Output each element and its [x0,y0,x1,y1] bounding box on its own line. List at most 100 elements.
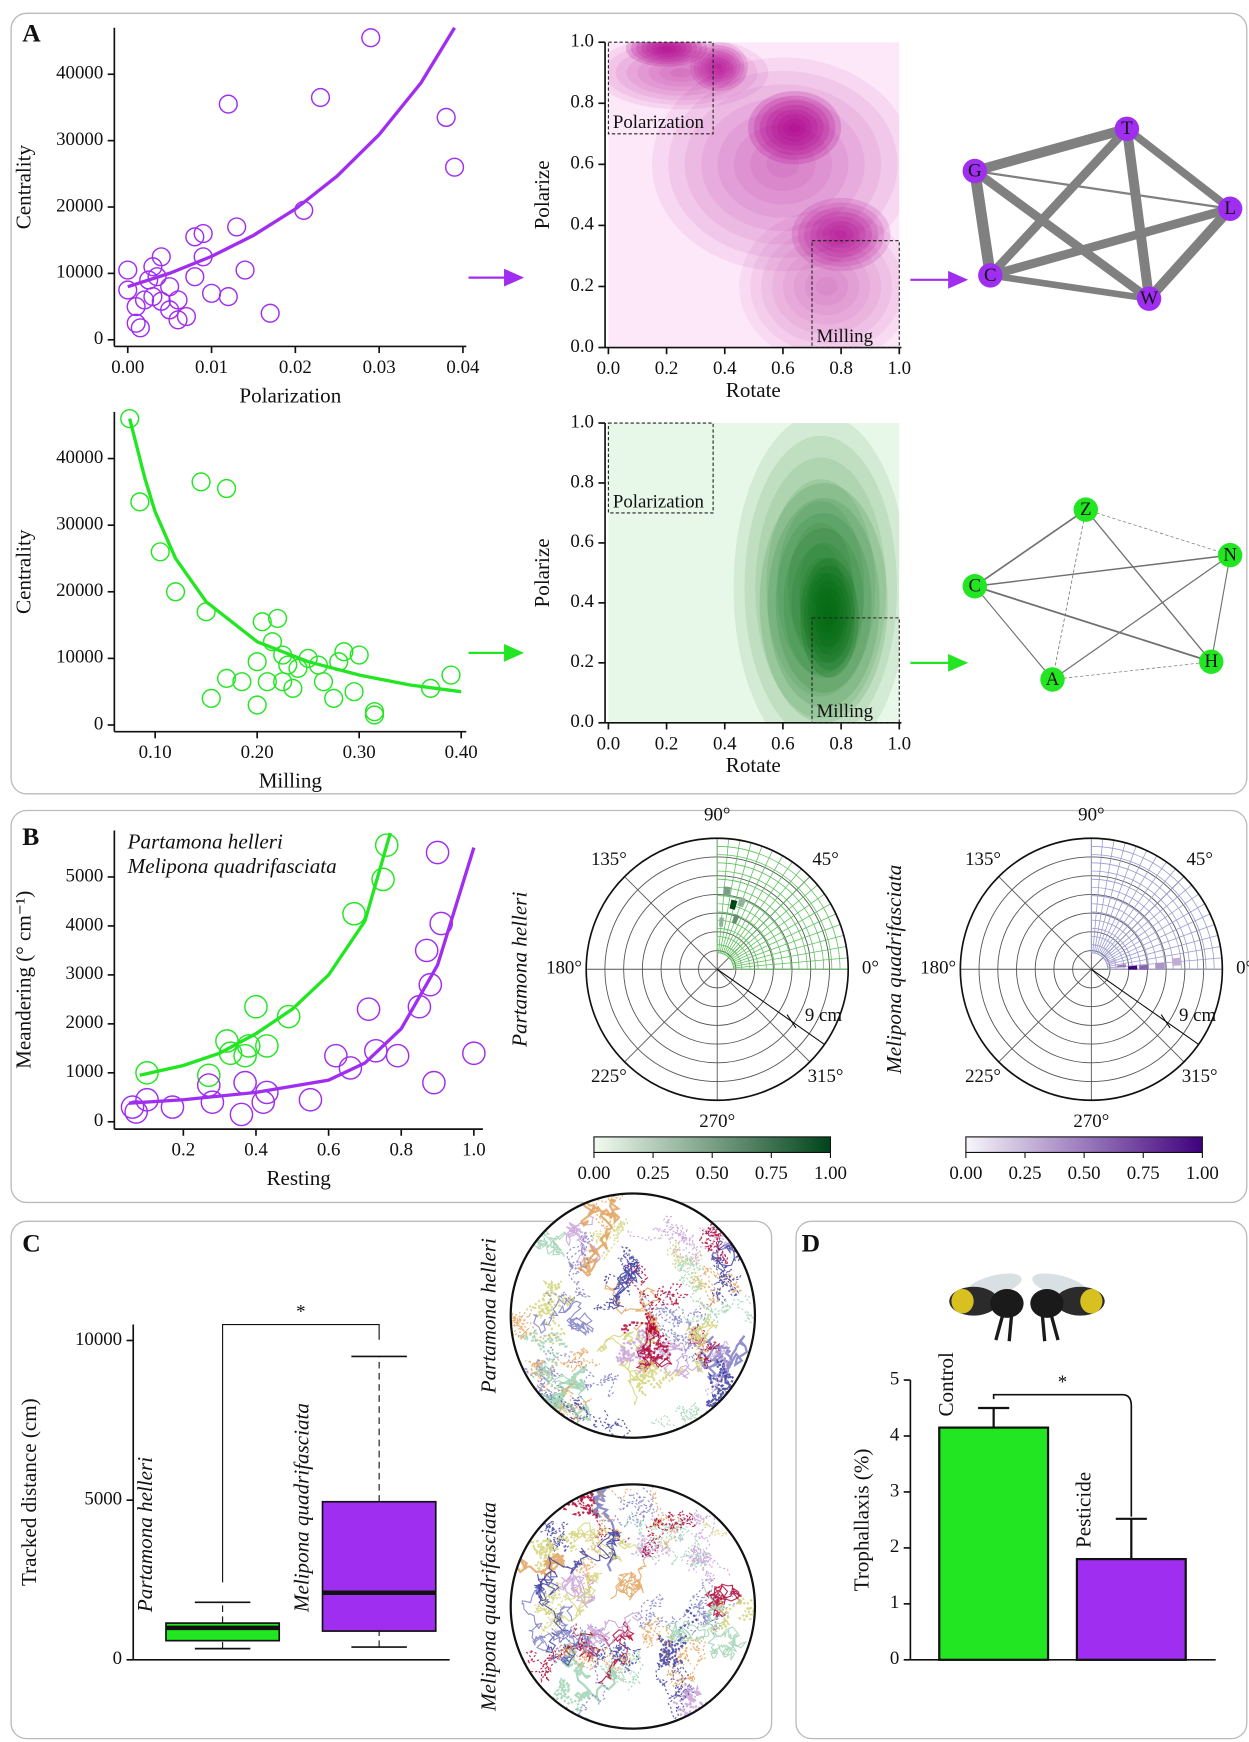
node [1217,542,1243,568]
region-label: Milling [816,326,873,347]
heat-cell [1155,962,1165,969]
angle-label: 45° [812,849,838,870]
region-box [607,422,714,514]
density-peak [791,197,891,272]
wedge-spoke [1106,913,1211,963]
point [356,997,381,1022]
track [664,1586,723,1646]
contour-level [700,51,738,82]
node-label: T [1121,118,1133,139]
y-tick-label: 0 [113,1648,122,1669]
angle-label: 180° [920,958,956,979]
point [218,94,238,114]
track [627,1225,703,1268]
track [598,1484,663,1528]
y-tick-label: 10000 [56,262,103,283]
heat-cell [737,896,747,908]
contour-level [804,267,849,306]
point [229,1102,254,1127]
wedge-spoke [1093,840,1115,954]
edge [1085,509,1212,663]
edge [973,124,1129,176]
y-tick-label: 2000 [66,1012,104,1033]
point [227,217,247,237]
point [120,1095,145,1119]
region-label: Polarization [613,112,705,133]
wedge-spoke [1096,846,1137,954]
heat-cell [723,886,731,897]
polar-frame [959,837,1224,1102]
point [257,672,277,692]
x-tick-label: 0.4 [244,1140,268,1161]
track [702,1484,755,1537]
wedge-spoke [1099,855,1158,956]
node [1040,667,1065,692]
point [232,672,252,692]
track [537,1572,603,1627]
contour-level [648,59,714,87]
wedge-spoke [730,893,825,961]
angle-label: 315° [808,1066,844,1087]
x-tick-label: 0.40 [445,742,478,763]
fit-curve [128,847,476,1105]
point [349,645,369,665]
track [705,1358,739,1412]
track-image [510,1193,755,1438]
x-axis-label: Resting [266,1166,331,1190]
track [707,1588,755,1633]
point [364,705,385,725]
point [334,642,354,662]
panel-label: A [22,18,41,47]
y-tick-label: 30000 [56,513,103,534]
y-tick-label: 0 [94,1110,103,1131]
colorbar-label: 0.00 [577,1163,610,1184]
angle-label: 0° [1236,958,1249,979]
wedge-spoke [733,946,847,967]
track [666,1241,706,1291]
point [218,287,238,307]
density-peak [759,482,888,723]
arena-frame [509,1483,757,1730]
track [655,1662,695,1721]
y-tick-label: 5000 [66,865,104,886]
contour-level [777,500,865,675]
node-label: A [1046,669,1060,690]
radius-axis [1091,968,1199,1045]
x-tick-label: 0.0 [597,733,621,754]
wedge-spoke [721,842,752,954]
wedge-spoke [732,924,841,965]
node-label: W [1140,288,1158,309]
y-tick-label: 5 [890,1368,899,1389]
angle-label: 135° [965,849,1001,870]
track-image [510,1484,755,1729]
angle-label: 180° [546,958,582,979]
point [267,608,288,629]
y-tick-label: 0.2 [570,275,594,296]
x-tick-label: 0.03 [363,357,396,378]
x-tick-label: 0.2 [655,733,679,754]
y-axis-label: Polarize [530,538,554,607]
x-tick-label: 0.0 [597,358,621,379]
track-label: Melipona quadrifasciata [477,1502,501,1712]
contour-level [816,216,866,253]
contour-level [783,527,864,678]
wedge-spoke [1104,893,1199,961]
contour-level [652,57,900,272]
contour-level [810,211,873,258]
y-tick-label: 0.4 [570,591,594,612]
heat-cell [1139,964,1149,970]
contour-level [834,229,848,240]
x-tick-label: 0.2 [655,358,679,379]
y-tick-label: 0 [94,713,103,734]
point [342,901,366,926]
contour-level [733,124,833,205]
wedge-spoke [731,913,837,963]
colorbar-label: 0.50 [696,1163,729,1184]
spoke [716,968,811,1063]
density-background [608,423,900,723]
angle-label: 315° [1182,1066,1218,1087]
point [344,682,364,702]
contour-level [799,557,848,648]
track [641,1510,698,1558]
point [151,247,171,267]
